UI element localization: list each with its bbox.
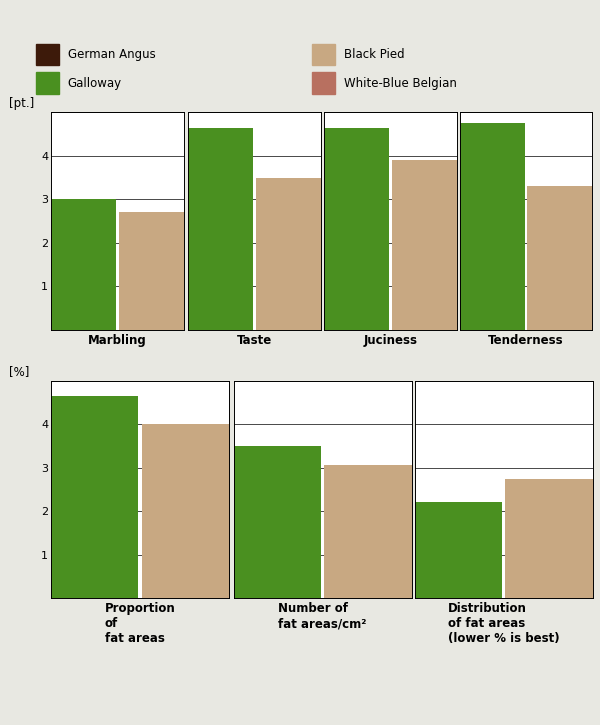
Bar [316,128,389,330]
Text: German Angus: German Angus [68,48,155,61]
X-axis label: Tenderness: Tenderness [488,334,564,347]
Bar [43,199,116,330]
Bar [376,186,449,330]
Bar [324,465,422,598]
Bar [0,208,40,330]
Bar [243,568,341,598]
Bar [104,162,178,330]
X-axis label: Taste: Taste [237,334,272,347]
X-axis label: Number of
fat areas/cm²: Number of fat areas/cm² [278,602,367,630]
Bar [40,396,138,598]
Bar [404,502,502,598]
X-axis label: Proportion
of
fat areas: Proportion of fat areas [104,602,175,645]
Text: [%]: [%] [9,365,29,378]
X-axis label: Distribution
of fat areas
(lower % is best): Distribution of fat areas (lower % is be… [448,602,559,645]
Bar [142,424,239,598]
Bar [223,446,321,598]
Bar [505,478,600,598]
Bar [332,173,404,330]
Bar [194,284,268,330]
Bar [426,570,524,598]
Text: [pt.]: [pt.] [9,97,34,110]
Bar [302,472,400,598]
Text: White-Blue Belgian: White-Blue Belgian [344,77,457,90]
Text: Black Pied: Black Pied [344,48,404,61]
Bar [256,178,329,330]
Bar [121,518,219,598]
Bar [467,147,541,330]
Bar [527,186,600,330]
Bar [180,128,253,330]
Bar [119,212,192,330]
Text: Galloway: Galloway [68,77,122,90]
Bar [392,160,465,330]
Bar [452,123,525,330]
X-axis label: Marbling: Marbling [88,334,147,347]
Bar [0,468,37,598]
Bar [241,178,313,330]
X-axis label: Juciness: Juciness [364,334,418,347]
